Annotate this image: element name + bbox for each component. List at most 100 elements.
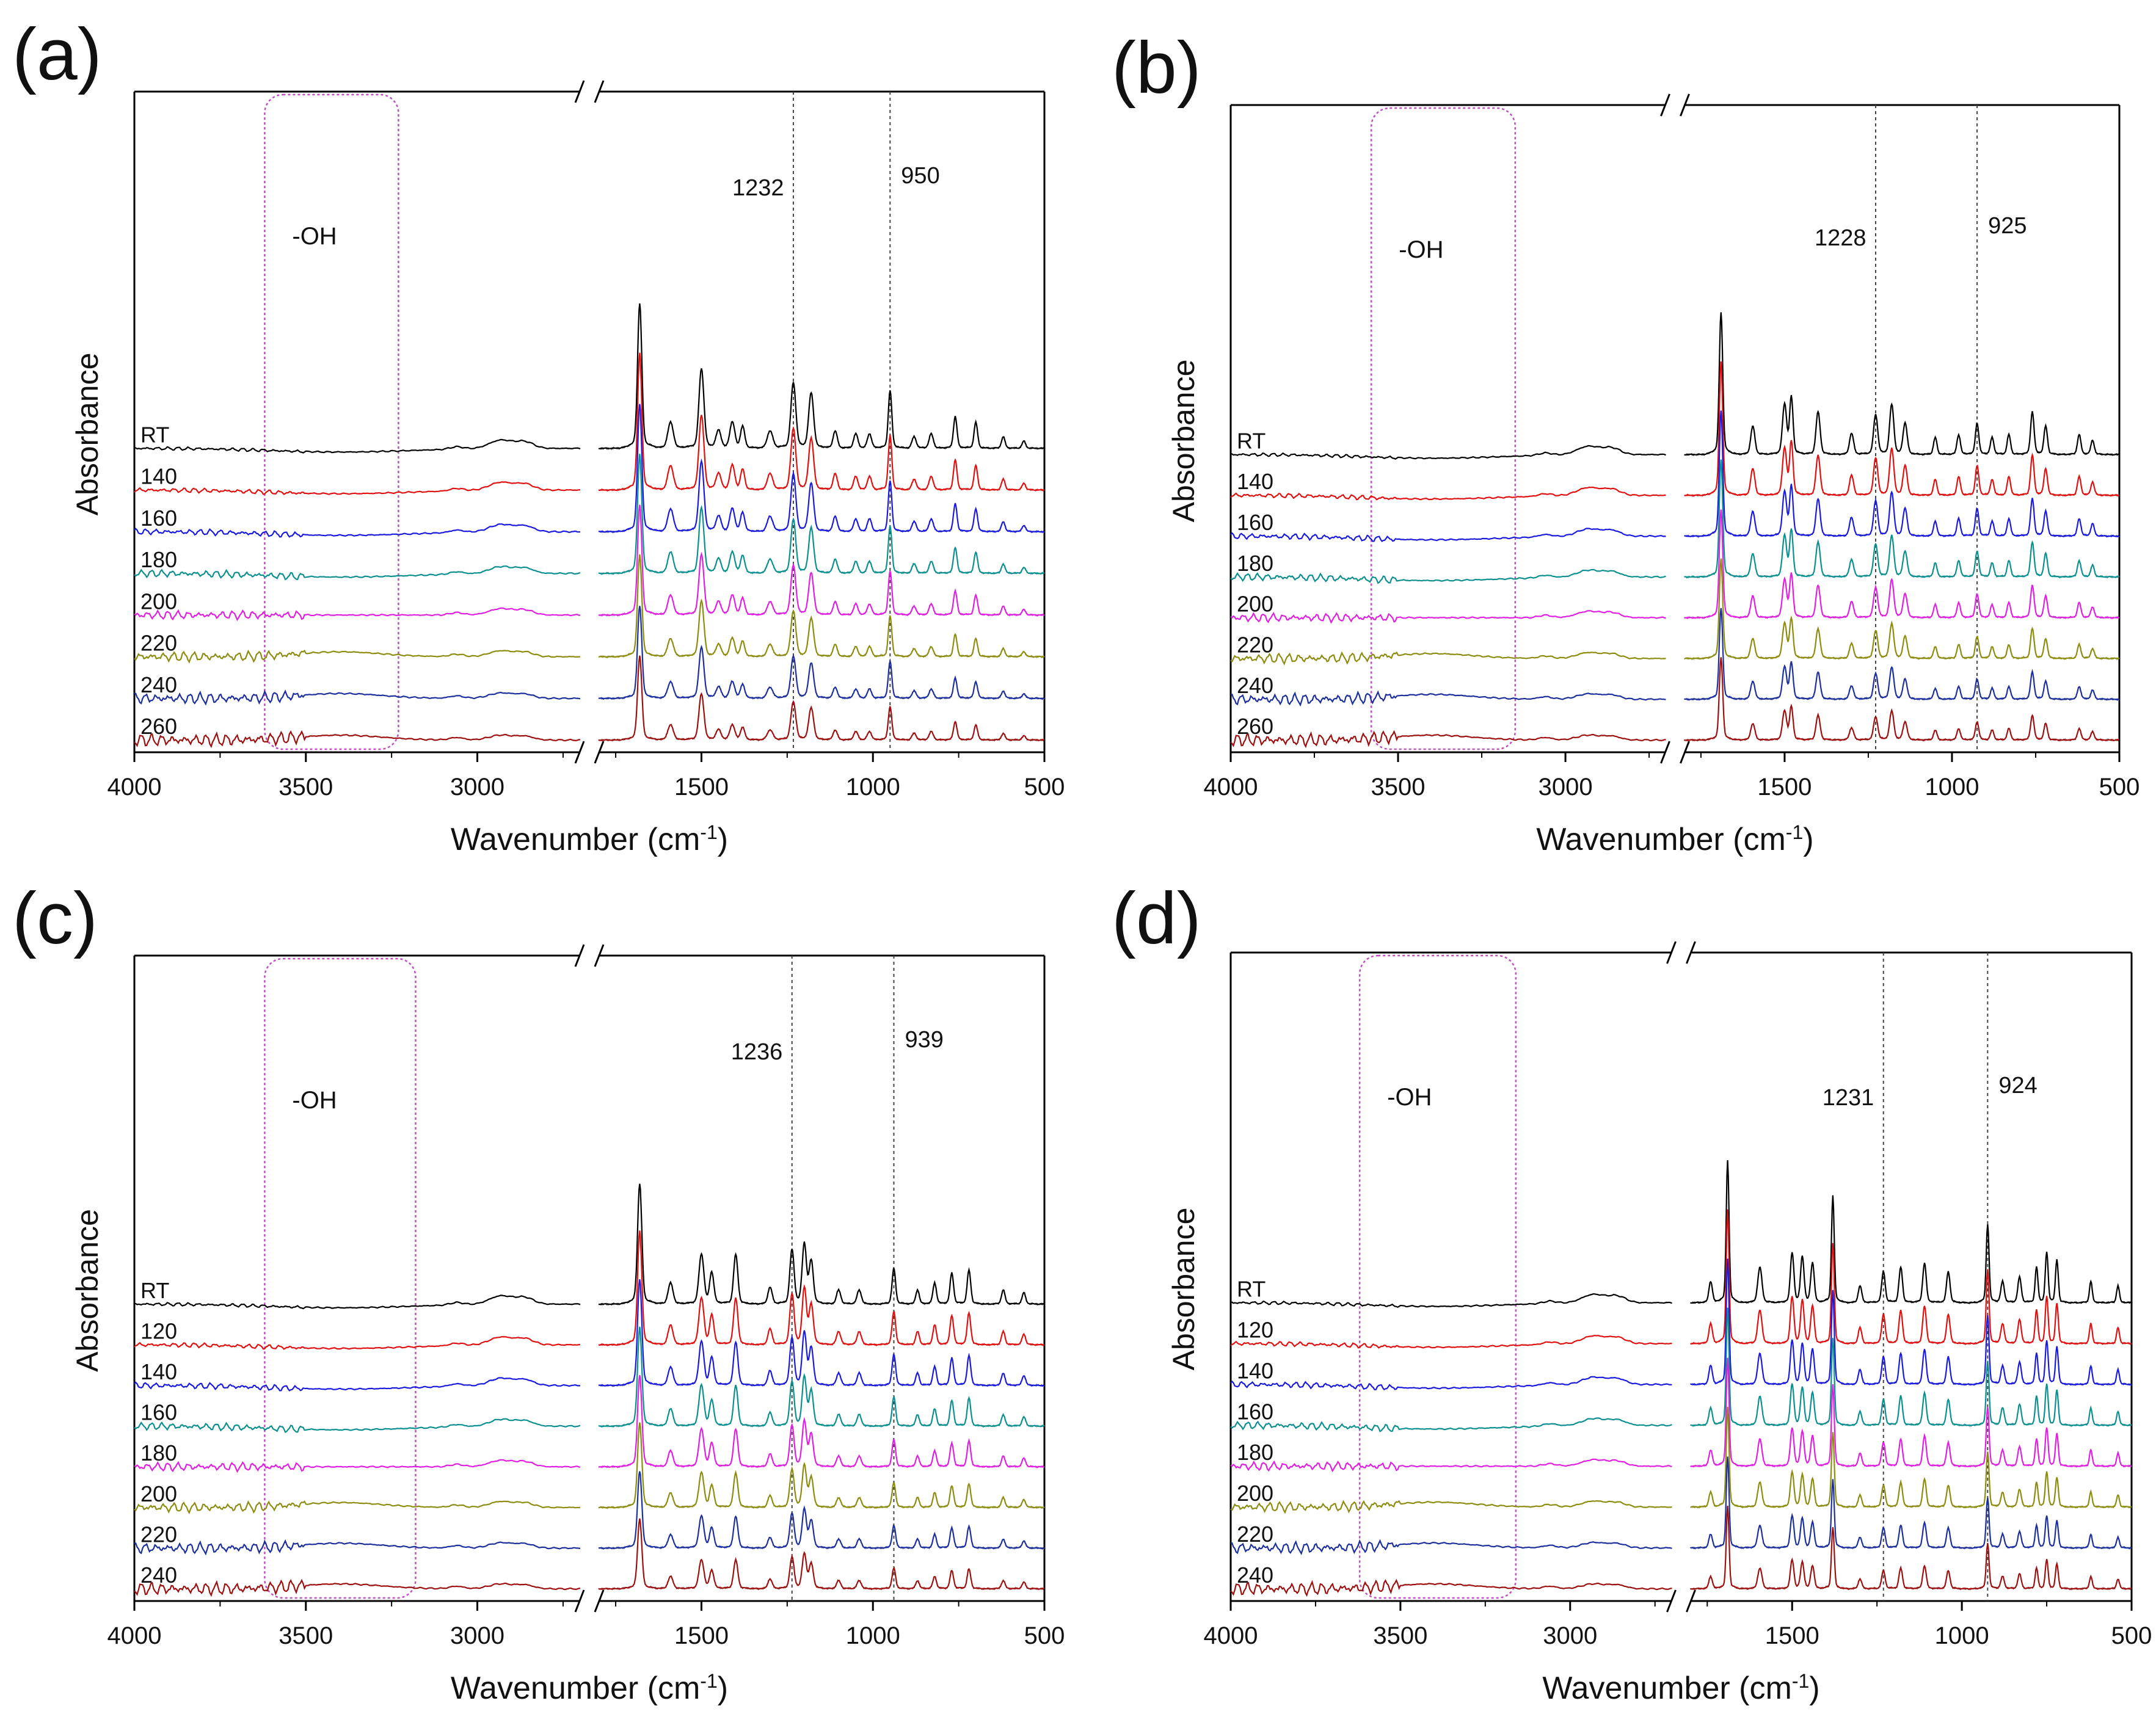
x-tick-label: 4000	[1204, 774, 1258, 800]
series-label: 240	[1237, 1563, 1273, 1588]
series-label: 140	[1237, 1358, 1273, 1383]
x-axis-label: Wavenumber (cm-1)	[451, 1670, 728, 1706]
oh-region-label: -OH	[1399, 236, 1443, 263]
spectrum-line-left	[134, 481, 581, 495]
spectrum-line-right	[1684, 312, 2120, 456]
spectrum-line-right	[599, 1183, 1045, 1306]
series-label: RT	[140, 422, 169, 447]
spectrum-line-left	[134, 1459, 581, 1473]
x-tick-label: 3000	[1543, 1622, 1597, 1649]
spectrum-line-left	[1230, 528, 1666, 542]
spectrum-line-left	[134, 1418, 581, 1434]
series-label: 240	[140, 1563, 177, 1588]
spectrum-line-left	[1230, 1335, 1672, 1349]
series-label: 200	[1237, 592, 1273, 617]
spectrum-line-right	[1684, 410, 2120, 538]
spectrum-line-right	[1690, 1406, 2132, 1509]
x-tick-label: 3500	[279, 774, 333, 800]
series-label: 200	[140, 589, 177, 614]
series-label: 220	[140, 1522, 177, 1547]
spectrum-line-left	[1230, 1376, 1672, 1391]
spectrum-line-right	[1684, 361, 2120, 498]
x-axis-label: Wavenumber (cm-1)	[451, 821, 728, 857]
spectrum-line-left	[1230, 651, 1666, 666]
axis-break-mark	[1666, 941, 1677, 964]
spectrum-line-left	[1231, 1539, 1672, 1556]
series-label: 160	[1237, 510, 1273, 535]
series-label: 120	[140, 1318, 177, 1343]
axis-break-mark	[574, 741, 585, 764]
panel-label: (c)	[12, 877, 98, 959]
reference-line-label: 1232	[732, 175, 784, 201]
x-tick-label: 500	[1024, 774, 1065, 800]
y-axis-label: Absorbance	[70, 353, 104, 516]
oh-region-label: -OH	[292, 223, 337, 250]
x-tick-label: 4000	[107, 1622, 162, 1649]
spectrum-line-left	[134, 1500, 581, 1515]
oh-region-label: -OH	[292, 1087, 337, 1114]
spectrum-line-right	[598, 1471, 1045, 1550]
spectrum-line-left	[1230, 1458, 1672, 1473]
panel-label: (d)	[1112, 877, 1201, 959]
series-label: 180	[140, 547, 177, 572]
panel-label: (a)	[12, 13, 102, 95]
spectrum-line-right	[1683, 657, 2120, 742]
x-tick-label: 500	[1024, 1622, 1065, 1649]
reference-line-label: 950	[901, 163, 939, 189]
spectrum-line-left	[1230, 445, 1666, 460]
spectrum-line-right	[598, 504, 1045, 617]
spectrum-line-left	[134, 565, 581, 581]
chart-panel-c: (c) 4000 3500 3000 1500 1000 500 Wavenumber (cm…	[12, 877, 1065, 1706]
oh-region-box	[1358, 954, 1517, 1599]
spectrum-line-left	[1230, 610, 1666, 624]
axis-break-mark	[1686, 1589, 1696, 1613]
spectrum-line-left	[1230, 486, 1666, 501]
series-label: RT	[1237, 1276, 1266, 1301]
axis-break-mark	[1680, 93, 1690, 117]
x-tick-label: 1000	[1925, 774, 1979, 800]
spectrum-line-left	[134, 689, 581, 706]
spectrum-line-right	[599, 303, 1045, 450]
spectrum-line-right	[598, 1518, 1045, 1591]
series-label: 180	[1237, 551, 1273, 576]
spectrum-line-right	[598, 1326, 1045, 1428]
series-label: RT	[1237, 428, 1266, 453]
spectrum-line-right	[1690, 1456, 2132, 1550]
spectrum-line-left	[134, 438, 581, 454]
series-label: 240	[140, 672, 177, 697]
spectrum-line-left	[134, 1578, 581, 1597]
axis-break-mark	[574, 944, 585, 967]
spectrum-line-right	[598, 1374, 1045, 1468]
axis-break-mark	[1686, 941, 1696, 964]
series-label: 160	[140, 506, 177, 531]
x-tick-label: 4000	[1204, 1622, 1258, 1649]
series-label: 140	[140, 1359, 177, 1384]
x-tick-label: 1000	[1935, 1622, 1989, 1649]
axis-break-mark	[1666, 1589, 1677, 1613]
oh-region-box	[264, 93, 399, 750]
spectrum-line-left	[134, 607, 581, 622]
spectrum-line-left	[134, 1539, 581, 1556]
spectrum-line-left	[1230, 568, 1666, 584]
x-tick-label: 1000	[846, 1622, 900, 1649]
series-label: 180	[140, 1440, 177, 1465]
spectrum-line-left	[1230, 1578, 1672, 1597]
series-label: 160	[1237, 1399, 1273, 1424]
spectrum-line-right	[598, 454, 1045, 575]
series-label: 220	[1237, 1522, 1273, 1547]
spectrum-line-right	[598, 1422, 1045, 1509]
spectrum-line-right	[1690, 1307, 2132, 1428]
x-tick-label: 1500	[1765, 1622, 1819, 1649]
x-tick-label: 3500	[1373, 1622, 1427, 1649]
x-tick-label: 500	[2111, 1622, 2152, 1649]
spectrum-line-right	[1684, 608, 2120, 701]
x-tick-label: 1500	[674, 774, 729, 800]
axis-break-mark	[594, 741, 605, 764]
spectrum-line-right	[598, 1279, 1045, 1387]
chart-panel-b: (b) 4000 3500 3000 1500 1000 500 Wavenumber (cm…	[1112, 27, 2140, 857]
reference-line-label: 924	[1998, 1073, 2037, 1098]
series-label: 180	[1237, 1440, 1273, 1465]
axis-break-mark	[1660, 741, 1670, 764]
series-label: 200	[1237, 1481, 1273, 1506]
y-axis-label: Absorbance	[1167, 1208, 1201, 1371]
